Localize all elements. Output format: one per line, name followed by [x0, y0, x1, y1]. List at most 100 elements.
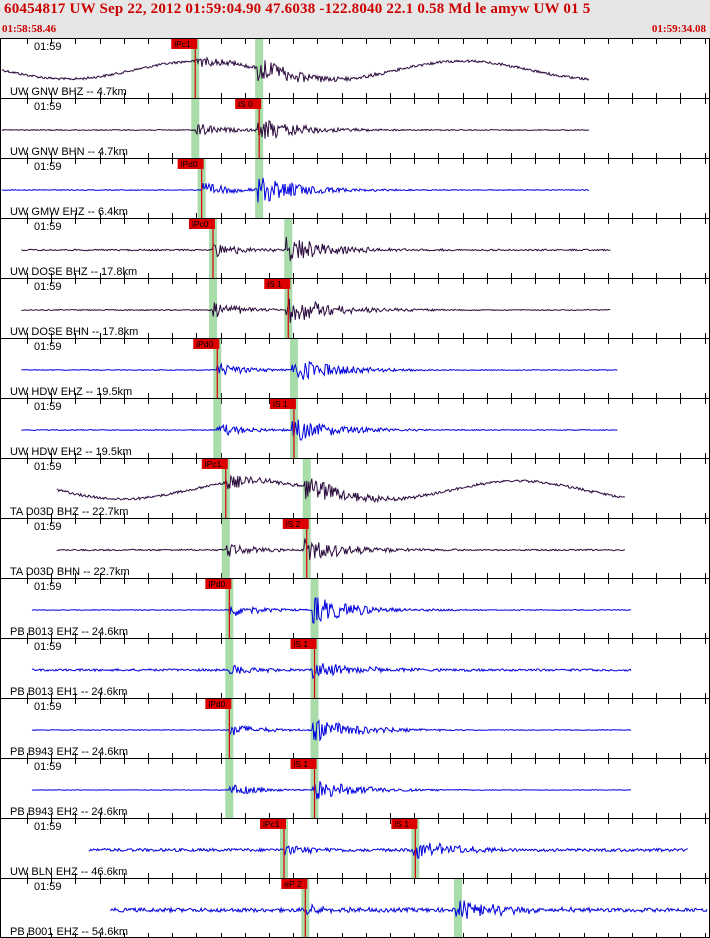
panel-time-label: 01:59	[34, 161, 62, 173]
trace-panel: iS 1 01:59 UW HDW EH2 -- 19.5km	[0, 398, 710, 458]
station-label: UW HDW EH2 -- 19.5km	[10, 446, 132, 458]
waveform	[88, 842, 688, 859]
pick-label: iS 0	[238, 99, 253, 109]
panel-time-label: 01:59	[34, 761, 62, 773]
panel-time-label: 01:59	[34, 821, 62, 833]
pick-label: iPc1	[174, 39, 191, 49]
waveform	[56, 474, 626, 504]
pick-label: eP 2	[284, 879, 302, 889]
panel-time-label: 01:59	[34, 101, 62, 113]
trace-panel: eP 2 01:59 PB B001 EHZ -- 54.6km	[0, 878, 710, 938]
waveform	[21, 419, 618, 441]
waveform	[1, 56, 590, 83]
station-label: TA D03D BHN -- 22.7km	[10, 566, 130, 578]
trace-panel: iPd0 01:59 UW HDW EHZ -- 19.5km	[0, 338, 710, 398]
pick-flag	[205, 699, 232, 709]
panel-time-label: 01:59	[34, 41, 62, 53]
p-window	[191, 99, 200, 158]
event-title: 60454817 UW Sep 22, 2012 01:59:04.90 47.…	[4, 1, 591, 17]
phase-pick[interactable]: iPd0	[177, 159, 204, 218]
phase-pick[interactable]: iPd0	[205, 699, 232, 758]
pick-label: iPd0	[196, 339, 213, 349]
trace-panel: iPd0 01:59 PB B943 EHZ -- 24.6km	[0, 698, 710, 758]
phase-pick[interactable]: iPc0	[189, 219, 215, 278]
pick-flag	[282, 519, 309, 529]
phase-pick[interactable]: iS 1	[290, 759, 317, 818]
trace-panel: iPd0 01:59 PB B013 EHZ -- 24.6km	[0, 578, 710, 638]
waveform	[31, 596, 632, 624]
phase-pick[interactable]: iPd0	[205, 579, 232, 638]
station-label: PB B943 EH2 -- 24.6km	[10, 806, 127, 818]
s-window	[310, 699, 319, 758]
station-label: PB B013 EH1 -- 24.6km	[10, 686, 127, 698]
waveform	[31, 719, 632, 742]
pick-label: iPc1	[205, 459, 222, 469]
panel-time-label: 01:59	[34, 461, 62, 473]
pick-label: iS 1	[294, 759, 309, 769]
phase-pick[interactable]: iS 0	[235, 99, 262, 158]
pick-label: iPd0	[208, 579, 225, 589]
panel-time-label: 01:59	[34, 221, 62, 233]
s-window	[255, 159, 264, 218]
panel-time-label: 01:59	[34, 581, 62, 593]
trace-panel: iPc1 01:59 UW GNW BHZ -- 4.7km	[0, 38, 710, 98]
pick-label: iS 1	[273, 399, 288, 409]
pick-label: iS 1	[267, 279, 282, 289]
waveform	[110, 900, 708, 919]
phase-pick[interactable]: iS 1	[264, 279, 291, 338]
phase-pick[interactable]: iPc1	[171, 39, 198, 98]
trace-panel: iS 2 01:59 TA D03D BHN -- 22.7km	[0, 518, 710, 578]
pick-label: iS 1	[394, 819, 409, 829]
phase-pick[interactable]: iPc1	[201, 459, 228, 518]
panel-time-label: 01:59	[34, 521, 62, 533]
panel-time-label: 01:59	[34, 881, 62, 893]
phase-pick[interactable]: eP 2	[281, 879, 308, 938]
pick-label: iS 1	[294, 639, 309, 649]
station-label: UW GNW BHN -- 4.7km	[10, 146, 128, 158]
pick-flag	[193, 339, 220, 349]
trace-panel: iS 1 01:59 UW DOSE BHN -- 17.8km	[0, 278, 710, 338]
pick-flag	[189, 219, 215, 229]
pick-flag	[391, 819, 418, 829]
pick-flag	[235, 99, 262, 109]
waveform	[21, 361, 618, 380]
phase-pick[interactable]: iS 2	[282, 519, 309, 578]
waveform	[56, 538, 626, 561]
start-time: 01:58:58.46	[2, 23, 57, 35]
pick-label: iPc1	[263, 819, 280, 829]
phase-pick[interactable]: iS 1	[391, 819, 418, 878]
panel-time-label: 01:59	[34, 281, 62, 293]
station-label: PB B001 EHZ -- 54.6km	[10, 926, 128, 938]
pick-flag	[264, 279, 291, 289]
station-label: UW HDW EHZ -- 19.5km	[10, 386, 132, 398]
pick-flag	[260, 819, 286, 829]
trace-panel: iPc1 01:59 TA D03D BHZ -- 22.7km	[0, 458, 710, 518]
s-window	[255, 39, 264, 98]
phase-pick[interactable]: iS 1	[290, 639, 317, 698]
waveform	[1, 120, 590, 140]
s-window	[284, 219, 293, 278]
trace-panel: iS 0 01:59 UW GNW BHN -- 4.7km	[0, 98, 710, 158]
waveform	[21, 298, 611, 323]
trace-panel: iS 1 01:59 PB B013 EH1 -- 24.6km	[0, 638, 710, 698]
trace-panel: iPc1 iS 1 01:59 UW BLN EHZ -- 46.6km	[0, 818, 710, 878]
pick-flag	[281, 879, 308, 889]
p-window	[225, 639, 234, 698]
phase-pick[interactable]: iS 1	[269, 399, 296, 458]
pick-flag	[201, 459, 228, 469]
trace-panel: iPc0 01:59 UW DOSE BHZ -- 17.8km	[0, 218, 710, 278]
waveform	[31, 663, 632, 680]
station-label: PB B013 EHZ -- 24.6km	[10, 626, 128, 638]
trace-panel: iS 1 01:59 PB B943 EH2 -- 24.6km	[0, 758, 710, 818]
phase-pick[interactable]: iPc1	[260, 819, 286, 878]
end-time: 01:59:34.08	[651, 23, 706, 35]
phase-pick[interactable]: iPd0	[193, 339, 220, 398]
panel-time-label: 01:59	[34, 341, 62, 353]
pick-flag	[290, 759, 317, 769]
header-bar: 60454817 UW Sep 22, 2012 01:59:04.90 47.…	[0, 0, 710, 38]
station-label: UW DOSE BHZ -- 17.8km	[10, 266, 137, 278]
pick-flag	[205, 579, 232, 589]
station-label: UW BLN EHZ -- 46.6km	[10, 866, 127, 878]
waveform	[1, 177, 590, 203]
pick-label: iPc0	[192, 219, 209, 229]
